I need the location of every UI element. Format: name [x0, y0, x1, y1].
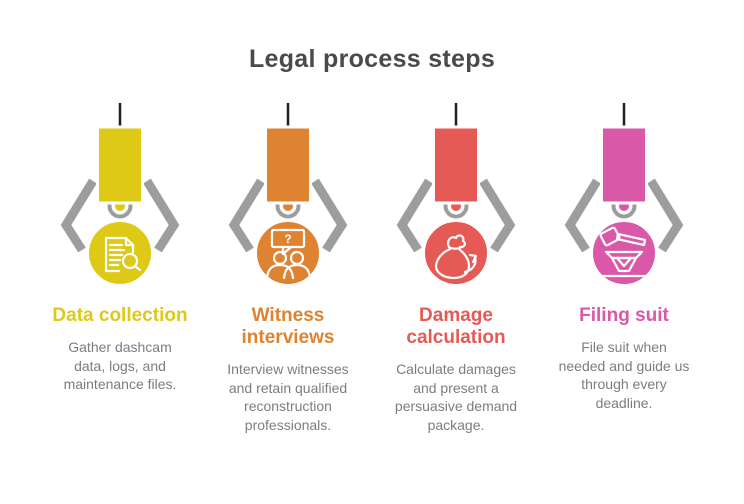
step-icon-circle [422, 219, 490, 287]
claw-body [432, 125, 480, 205]
claw-arm-right [647, 178, 684, 253]
question-mark: ? [284, 232, 291, 246]
step-description: Interview witnesses and retain qualified… [227, 361, 349, 433]
claw-body [96, 125, 144, 205]
claw-body [264, 125, 312, 205]
step-description: Calculate damages and present a persuasi… [394, 361, 518, 433]
step-damage-calculation: Damage calculation Calculate damages and… [372, 100, 540, 434]
claw-arm-right [311, 178, 348, 253]
document-search-icon [104, 236, 142, 273]
steps-row: Data collection Gather dashcam data, log… [0, 100, 744, 434]
claw-arm-left [564, 178, 601, 253]
step-title: Witness interviews [241, 305, 335, 348]
claw-machine-graphic [561, 103, 687, 287]
claw-arm-left [396, 178, 433, 253]
step-description: Gather dashcam data, logs, and maintenan… [63, 339, 177, 392]
claw-machine-graphic [57, 103, 183, 287]
gavel-icon [599, 226, 647, 278]
step-witness-interviews: ? Witness interviews Interview witnesses… [204, 100, 372, 434]
step-icon-circle [86, 219, 154, 287]
claw-arm-right [143, 178, 180, 253]
page-title: Legal process steps [248, 45, 496, 73]
step-title: Filing suit [579, 305, 669, 326]
step-description: File suit when needed and guide us throu… [558, 339, 690, 411]
money-bag-icon [434, 234, 478, 280]
claw-machine-graphic [393, 103, 519, 287]
step-filing-suit: Filing suit File suit when needed and gu… [540, 100, 708, 434]
claw-arm-right [479, 178, 516, 253]
claw-machine-graphic: ? [225, 103, 351, 287]
claw-arm-left [60, 178, 97, 253]
step-title: Data collection [52, 305, 188, 326]
claw-body [600, 125, 648, 205]
step-title: Damage calculation [406, 305, 506, 348]
claw-arm-left [228, 178, 265, 253]
step-data-collection: Data collection Gather dashcam data, log… [36, 100, 204, 434]
question-people-icon: ? [265, 228, 312, 280]
